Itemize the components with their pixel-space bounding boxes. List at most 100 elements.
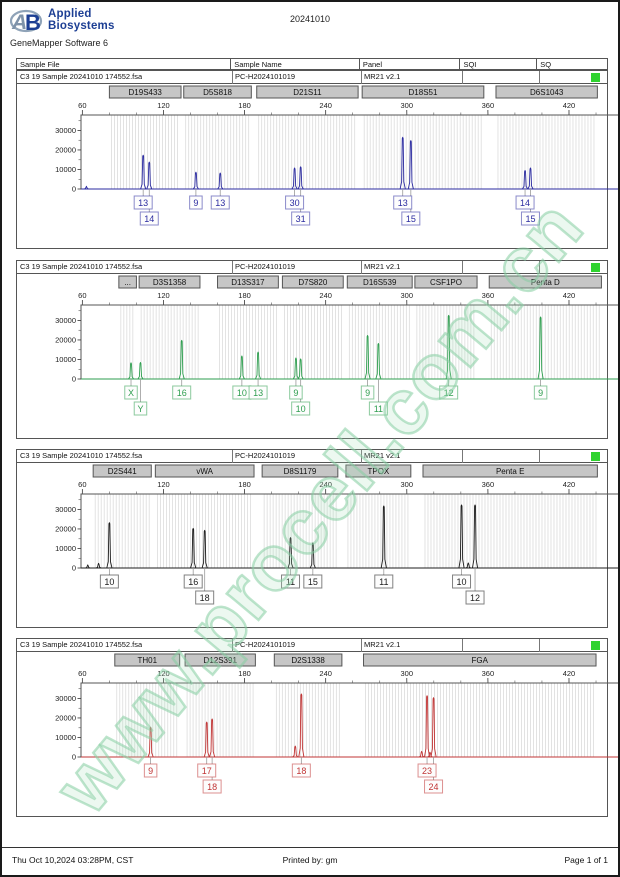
allele-label: 18 (195, 590, 215, 605)
col-sqi: SQI (460, 59, 538, 69)
peak (522, 170, 529, 190)
peak (85, 564, 91, 569)
allele-label: 13 (393, 195, 413, 210)
peak (287, 537, 294, 569)
svg-text:13: 13 (398, 198, 408, 208)
svg-text:18: 18 (207, 782, 217, 792)
peak (297, 358, 304, 380)
sample-row: C3 19 Sample 20241010 174552.fsa PC-H2024… (17, 261, 607, 274)
svg-text:16: 16 (177, 388, 187, 398)
y-tick-label: 20000 (55, 145, 76, 154)
svg-text:X: X (128, 388, 134, 398)
svg-text:A: A (11, 11, 27, 34)
column-divider (462, 261, 463, 274)
peak (106, 522, 113, 569)
panel-section-black: C3 19 Sample 20241010 174552.fsa PC-H2024… (16, 449, 618, 628)
marker-box: TH01 (114, 653, 181, 667)
sample-name: PC-H2024101019 (235, 640, 296, 649)
svg-text:10: 10 (457, 577, 467, 587)
allele-label: 15 (303, 574, 323, 589)
panel-section-blue: C3 19 Sample 20241010 174552.fsa PC-H2024… (16, 70, 618, 249)
svg-text:16: 16 (188, 577, 198, 587)
x-tick-label: 60 (78, 480, 86, 489)
sample-row: C3 19 Sample 20241010 174552.fsa PC-H2024… (17, 639, 607, 652)
marker-box: Penta D (488, 275, 602, 289)
svg-text:14: 14 (144, 214, 154, 224)
peak (203, 721, 210, 758)
column-divider (539, 450, 540, 463)
electropherogram-blue: D19S433 D5S818 D21S11 D18S51 D6S1043 60 120 180… (55, 85, 618, 226)
x-tick-label: 180 (238, 669, 251, 678)
x-tick-label: 60 (78, 669, 86, 678)
y-tick-label: 10000 (55, 733, 76, 742)
svg-text:D5S818: D5S818 (203, 88, 232, 97)
allele-label: 11 (374, 574, 394, 589)
footer-printed-by: Printed by: gm (282, 855, 338, 865)
peak (146, 161, 153, 190)
x-tick-label: 420 (563, 101, 576, 110)
peak (465, 562, 472, 569)
x-tick-label: 240 (319, 669, 332, 678)
peak (209, 718, 216, 758)
x-tick-label: 360 (482, 291, 495, 300)
allele-label: 10 (291, 401, 311, 416)
electropherogram-black: D2S441 vWA D8S1179 TPOX Penta E60 120 180 240 30… (55, 464, 618, 605)
col-sq: SQ (540, 60, 552, 69)
allele-label: 13 (210, 195, 230, 210)
svg-text:CSF1PO: CSF1PO (430, 278, 462, 287)
svg-text:TH01: TH01 (137, 656, 157, 665)
allele-label: 9 (143, 763, 158, 778)
x-tick-label: 240 (319, 291, 332, 300)
svg-text:9: 9 (293, 388, 298, 398)
svg-text:10: 10 (237, 388, 247, 398)
x-tick-label: 420 (563, 669, 576, 678)
peak (292, 745, 299, 758)
y-tick-label: 30000 (55, 126, 76, 135)
column-divider (462, 639, 463, 652)
allele-label: X (124, 385, 138, 400)
svg-text:9: 9 (538, 388, 543, 398)
allele-label: 18 (202, 779, 222, 794)
allele-label: 16 (183, 574, 203, 589)
svg-text:15: 15 (525, 214, 535, 224)
svg-text:30: 30 (290, 198, 300, 208)
svg-text:9: 9 (365, 388, 370, 398)
allele-label: 10 (99, 574, 119, 589)
plot-frame (80, 493, 618, 569)
peak (407, 140, 414, 190)
applied-biosystems-logo: A B Applied Biosystems (10, 8, 115, 34)
peak (178, 339, 185, 380)
marker-box: vWA (154, 464, 255, 478)
report-date-title: 20241010 (289, 14, 331, 24)
svg-text:13: 13 (253, 388, 263, 398)
y-tick-label: 0 (72, 753, 76, 762)
plot-frame (80, 304, 618, 380)
peak (297, 166, 304, 190)
peak (458, 504, 465, 569)
sample-panel: MR21 v2.1 (364, 451, 401, 460)
svg-text:Penta E: Penta E (496, 467, 524, 476)
panel-section-red: C3 19 Sample 20241010 174552.fsa PC-H2024… (16, 638, 618, 817)
x-tick-label: 360 (482, 480, 495, 489)
peak (255, 351, 262, 380)
svg-text:D8S1179: D8S1179 (284, 467, 317, 476)
peak (424, 695, 431, 758)
peak (190, 527, 197, 569)
marker-box: D19S433 (108, 85, 182, 99)
svg-text:Y: Y (137, 404, 143, 414)
peak (537, 316, 544, 380)
svg-text:...: ... (124, 278, 131, 287)
footer-page: Page 1 of 1 (564, 855, 608, 865)
allele-label: 31 (291, 211, 311, 226)
y-tick-label: 30000 (55, 505, 76, 514)
svg-text:14: 14 (520, 198, 530, 208)
allele-label: Y (133, 401, 148, 416)
peak (140, 154, 147, 190)
sample-name: PC-H2024101019 (235, 451, 296, 460)
col-panel: Panel (360, 59, 461, 69)
peak (364, 335, 371, 380)
sample-panel: MR21 v2.1 (364, 72, 401, 81)
svg-text:vWA: vWA (196, 467, 213, 476)
